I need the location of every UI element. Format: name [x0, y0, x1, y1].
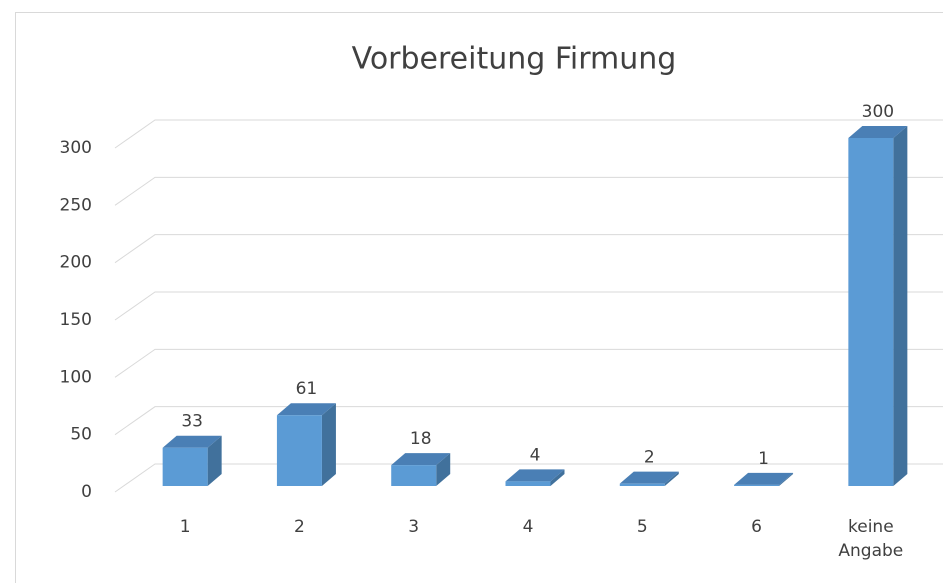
bar-side: [436, 453, 451, 486]
x-tick-label: keine Angabe: [838, 517, 903, 561]
grid-line: [114, 291, 943, 321]
bar: [619, 483, 665, 486]
data-label: 1: [758, 449, 769, 469]
data-label: 33: [181, 412, 203, 432]
bar-side: [207, 435, 222, 486]
y-tick-label: 300: [60, 138, 92, 158]
data-label: 2: [644, 448, 655, 468]
chart-border: [15, 12, 943, 583]
bar-top: [391, 453, 451, 466]
chart-title: Vorbereitung Firmung: [352, 42, 677, 77]
grid-line: [114, 234, 943, 264]
bar: [276, 415, 322, 486]
bar: [391, 465, 437, 486]
bar-top: [619, 471, 679, 484]
grid-line: [114, 348, 943, 378]
bar: [505, 481, 551, 486]
y-tick-label: 0: [81, 482, 92, 502]
x-tick-label: 5: [637, 517, 648, 537]
bar-top: [276, 403, 336, 416]
data-label: 61: [296, 379, 318, 399]
bar-top: [848, 126, 908, 138]
x-tick-label: 6: [751, 517, 762, 537]
bar-side: [550, 469, 565, 486]
y-tick-label: 200: [60, 253, 92, 273]
x-tick-label: 4: [523, 517, 534, 537]
x-tick-label: 3: [408, 517, 419, 537]
bar-side: [321, 403, 336, 486]
y-tick-label: 100: [60, 367, 92, 387]
x-tick-label: 2: [294, 517, 305, 537]
grid-line: [114, 406, 943, 436]
data-label: 300: [862, 102, 894, 122]
bar: [734, 484, 780, 486]
y-tick-label: 250: [60, 195, 92, 215]
bar-side: [779, 472, 794, 486]
data-label: 4: [530, 445, 541, 465]
bar-side: [893, 126, 908, 486]
y-tick-label: 150: [60, 310, 92, 330]
bar-top: [162, 435, 222, 448]
bar-top: [505, 469, 565, 482]
grid-line: [114, 119, 943, 149]
bar: [848, 138, 894, 486]
x-tick-label: 1: [180, 517, 191, 537]
data-label: 18: [410, 429, 432, 449]
bar-top: [734, 472, 794, 485]
bar: [162, 447, 208, 486]
bar-side: [664, 471, 679, 486]
y-tick-label: 50: [70, 425, 92, 445]
grid-line: [114, 463, 943, 493]
grid-line: [114, 176, 943, 206]
